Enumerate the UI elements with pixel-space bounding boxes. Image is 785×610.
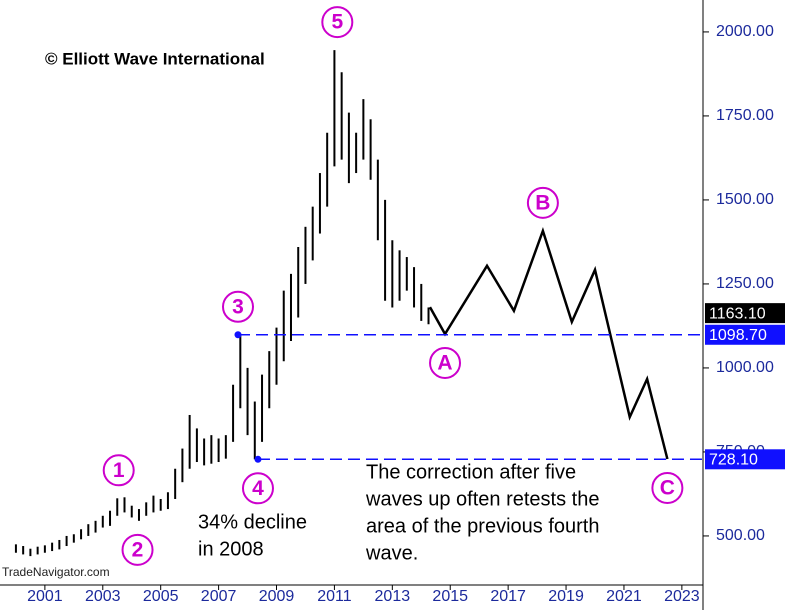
wave-label: C — [660, 477, 675, 500]
wave-circle — [429, 346, 462, 379]
wave-label: 5 — [331, 11, 343, 34]
y-tick-label: 500.00 — [716, 527, 765, 544]
annotation: wave. — [365, 542, 418, 564]
x-tick-label: 2007 — [201, 588, 237, 605]
level-label: 1098.70 — [709, 327, 767, 344]
x-tick-label: 2003 — [85, 588, 121, 605]
annotation: The correction after five — [366, 461, 576, 483]
wave-point — [234, 331, 242, 339]
wave-label: 2 — [132, 538, 144, 561]
wave-point — [254, 455, 262, 463]
y-tick-label: 1500.00 — [716, 191, 774, 208]
y-tick-label: 2000.00 — [716, 23, 774, 40]
level-box — [705, 449, 785, 470]
wave-label: B — [535, 191, 550, 214]
projection-line — [428, 226, 669, 460]
annotation: in 2008 — [198, 538, 264, 560]
annotation: area of the previous fourth — [366, 515, 599, 537]
wave-circle — [222, 290, 255, 323]
level-box — [705, 303, 785, 324]
wave-label: 3 — [232, 295, 244, 318]
x-tick-label: 2001 — [27, 588, 63, 605]
x-tick-label: 2019 — [548, 588, 584, 605]
x-tick-label: 2013 — [375, 588, 411, 605]
y-tick-label: 1750.00 — [716, 107, 774, 124]
wave-circle — [651, 471, 684, 504]
level-label: 1163.10 — [709, 305, 766, 322]
x-tick-label: 2023 — [664, 588, 700, 605]
wave-label: 4 — [252, 477, 264, 500]
wave-label: A — [437, 352, 452, 375]
x-tick-label: 2017 — [490, 588, 526, 605]
y-tick-label: 1000.00 — [716, 359, 774, 376]
wave-circle — [526, 186, 559, 219]
x-tick-label: 2005 — [143, 588, 179, 605]
source: TradeNavigator.com — [2, 565, 110, 579]
wave-circle — [121, 533, 154, 566]
wave-circle — [321, 6, 354, 39]
chart-title: © Elliott Wave International — [45, 49, 265, 68]
x-tick-label: 2009 — [259, 588, 295, 605]
wave-label: 1 — [113, 459, 125, 482]
level-box — [705, 324, 785, 345]
wave-circle — [241, 472, 274, 505]
wave-circle — [102, 454, 135, 487]
level-label: 728.10 — [709, 452, 758, 469]
x-tick-label: 2011 — [317, 588, 352, 605]
x-tick-label: 2015 — [432, 588, 468, 605]
annotation: waves up often retests the — [365, 488, 599, 510]
y-tick-label: 1250.00 — [716, 275, 774, 292]
x-tick-label: 2021 — [606, 588, 642, 605]
annotation: 34% decline — [198, 511, 307, 533]
